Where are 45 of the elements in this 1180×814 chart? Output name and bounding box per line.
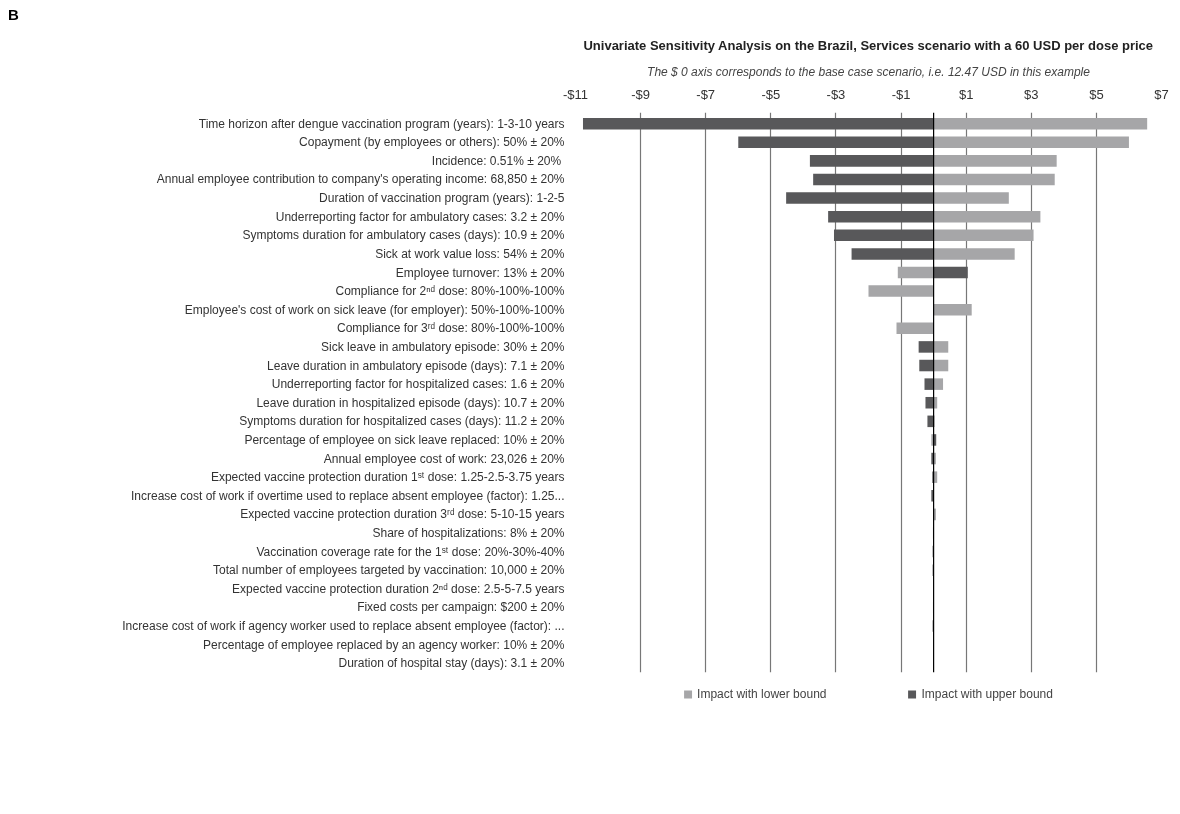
y-tick-label: Expected vaccine protection duration 1ˢᵗ dose: 1.25-2.5-3.75 years (210, 470, 565, 485)
y-tick-label: Duration of vaccination program (years): 1-2-5 (319, 191, 565, 206)
y-tick-label: Symptoms duration for hospitalized cases (days): 11.2 ± 20% (239, 414, 565, 429)
y-tick-label: Annual employee cost of work: 23,026 ± 20% (323, 451, 565, 466)
legend-label: Impact with upper bound (921, 687, 1053, 702)
y-tick-label: Annual employee contribution to company's operating income: 68,850 ± 20% (156, 172, 565, 187)
y-tick-label: Underreporting factor for hospitalized cases: 1.6 ± 20% (271, 377, 565, 392)
y-tick-label: Increase cost of work if overtime used to replace absent employee (factor): 1.25... (130, 489, 565, 504)
y-tick-label: Incidence: 0.51% ± 20% (431, 154, 562, 169)
x-tick-label: -$7 (696, 86, 716, 102)
y-tick-label: Compliance for 3ʳᵈ dose: 80%-100%-100% (336, 321, 565, 336)
y-tick-label: Leave duration in ambulatory episode (days): 7.1 ± 20% (267, 358, 565, 373)
y-tick-label: Symptoms duration for ambulatory cases (days): 10.9 ± 20% (242, 228, 565, 243)
y-tick-label: Percentage of employee on sick leave replaced: 10% ± 20% (244, 433, 565, 448)
y-tick-label: Employee turnover: 13% ± 20% (395, 265, 565, 280)
y-tick-label: Fixed costs per campaign: $200 ± 20% (357, 600, 565, 615)
y-tick-label: Total number of employees targeted by vaccination: 10,000 ± 20% (213, 563, 565, 578)
y-tick-label: Time horizon after dengue vaccination program (years): 1-3-10 years (198, 117, 565, 132)
y-tick-label: Employee's cost of work on sick leave (for employer): 50%-100%-100% (184, 303, 565, 318)
y-tick-label: Share of hospitalizations: 8% ± 20% (372, 526, 565, 541)
text: B (8, 5, 19, 25)
x-tick-label: -$9 (631, 86, 651, 102)
y-tick-label: Vaccination coverage rate for the 1ˢᵗ dose: 20%-30%-40% (256, 544, 565, 559)
x-tick-label: -$3 (826, 86, 846, 102)
x-tick-label: -$1 (891, 86, 911, 102)
y-tick-label: Sick at work value loss: 54% ± 20% (375, 247, 565, 262)
y-tick-label: Increase cost of work if agency worker used to replace absent employee (factor): ... (122, 619, 565, 634)
y-tick-label: Underreporting factor for ambulatory cases: 3.2 ± 20% (275, 210, 565, 225)
x-tick-label: -$5 (761, 86, 781, 102)
y-tick-label: Leave duration in hospitalized episode (days): 10.7 ± 20% (256, 396, 565, 411)
y-tick-label: Duration of hospital stay (days): 3.1 ± 20% (338, 656, 565, 671)
x-tick-label: $5 (1089, 86, 1104, 102)
x-tick-label: $1 (958, 86, 974, 102)
y-tick-label: Percentage of employee replaced by an agency worker: 10% ± 20% (203, 638, 565, 653)
legend-label: Impact with lower bound (697, 687, 827, 702)
y-tick-label: Sick leave in ambulatory episode: 30% ± 20% (321, 340, 565, 355)
y-tick-label: Compliance for 2ⁿᵈ dose: 80%-100%-100% (335, 284, 565, 299)
x-tick-label: -$11 (562, 86, 589, 102)
y-tick-label: Expected vaccine protection duration 3ʳᵈ dose: 5-10-15 years (240, 507, 565, 522)
y-tick-label: Expected vaccine protection duration 2ⁿᵈ dose: 2.5-5-7.5 years (232, 582, 565, 597)
chart-subtitle: The $ 0 axis corresponds to the base case scenario, i.e. 12.47 USD in this example (647, 64, 1091, 79)
y-tick-label: Copayment (by employees or others): 50% ± 20% (299, 135, 565, 150)
x-tick-label: $3 (1024, 86, 1039, 102)
x-tick-label: $7 (1154, 86, 1169, 102)
chart-title: Univariate Sensitivity Analysis on the Brazil, Services scenario with a 60 USD per dose price (583, 37, 1154, 53)
